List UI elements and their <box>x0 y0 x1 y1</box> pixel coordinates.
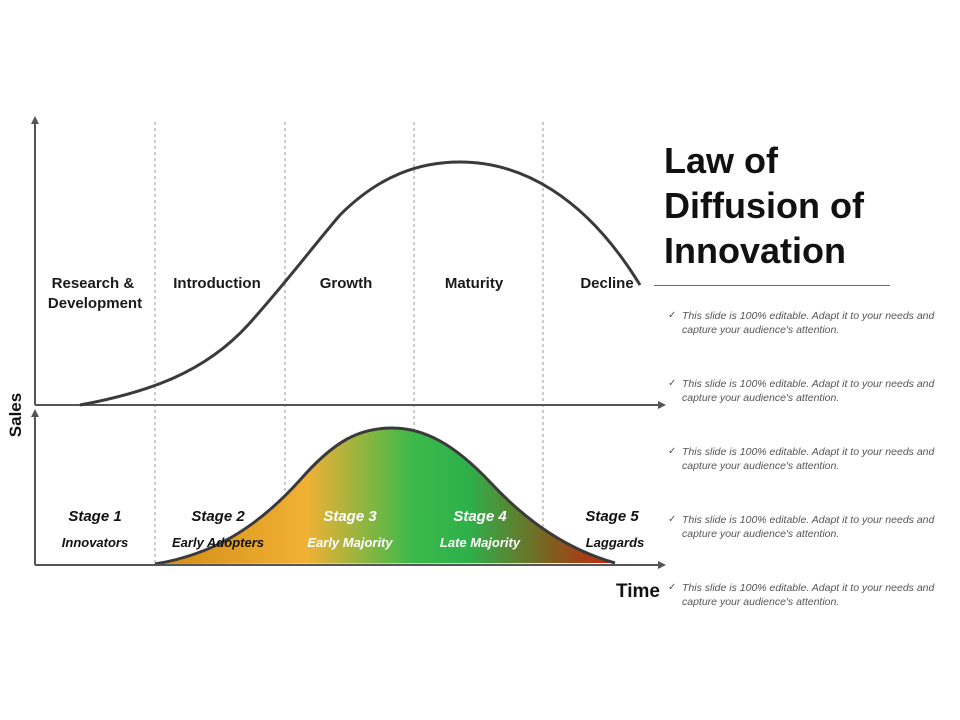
slide-title-line-1: Law of <box>664 140 778 181</box>
stage-1-name: Innovators <box>62 535 128 550</box>
adoption-bell-outline <box>154 426 616 566</box>
note-text: This slide is 100% editable. Adapt it to… <box>682 378 935 404</box>
note-text: This slide is 100% editable. Adapt it to… <box>682 310 935 336</box>
stage-2-name: Early Adopters <box>172 535 264 550</box>
checkmark-icon: ✓ <box>668 582 677 593</box>
phase-label-1-line-1: Research & <box>52 275 135 292</box>
stage-1-title: Stage 1 <box>68 508 121 525</box>
phase-label-3: Growth <box>320 275 373 292</box>
adoption-bell-curve <box>155 428 615 564</box>
note-item: ✓ This slide is 100% editable. Adapt it … <box>668 581 938 649</box>
stage-4-title: Stage 4 <box>453 508 507 525</box>
note-text: This slide is 100% editable. Adapt it to… <box>682 582 935 608</box>
note-item: ✓ This slide is 100% editable. Adapt it … <box>668 309 938 377</box>
checkmark-icon: ✓ <box>668 378 677 389</box>
stage-2-title: Stage 2 <box>191 508 245 525</box>
stage-4-name: Late Majority <box>440 535 521 550</box>
checkmark-icon: ✓ <box>668 310 677 321</box>
notes-list: ✓ This slide is 100% editable. Adapt it … <box>668 309 938 649</box>
stage-dividers <box>154 122 544 565</box>
note-item: ✓ This slide is 100% editable. Adapt it … <box>668 513 938 581</box>
note-text: This slide is 100% editable. Adapt it to… <box>682 514 935 540</box>
checkmark-icon: ✓ <box>668 446 677 457</box>
phase-label-4: Maturity <box>445 275 504 292</box>
phase-label-1: Research & Development <box>48 275 142 312</box>
slide-title: Law of Diffusion of Innovation <box>664 138 924 273</box>
checkmark-icon: ✓ <box>668 514 677 525</box>
x-axis-label: Time <box>616 581 660 602</box>
slide-title-line-2: Diffusion of <box>664 185 864 226</box>
phase-label-5: Decline <box>580 275 633 292</box>
y-axis-label: Sales <box>6 393 25 437</box>
slide-title-line-3: Innovation <box>664 230 846 271</box>
phase-label-2: Introduction <box>173 275 260 292</box>
title-divider <box>654 285 890 286</box>
life-cycle-curve <box>79 160 642 407</box>
phase-label-1-line-2: Development <box>48 295 142 312</box>
stage-3-title: Stage 3 <box>323 508 377 525</box>
stage-labels: Stage 1 Innovators Stage 2 Early Adopter… <box>62 508 644 550</box>
note-item: ✓ This slide is 100% editable. Adapt it … <box>668 377 938 445</box>
stage-5-name: Laggards <box>586 535 645 550</box>
stage-3-name: Early Majority <box>307 535 393 550</box>
note-item: ✓ This slide is 100% editable. Adapt it … <box>668 445 938 513</box>
stage-5-title: Stage 5 <box>585 508 639 525</box>
note-text: This slide is 100% editable. Adapt it to… <box>682 446 935 472</box>
